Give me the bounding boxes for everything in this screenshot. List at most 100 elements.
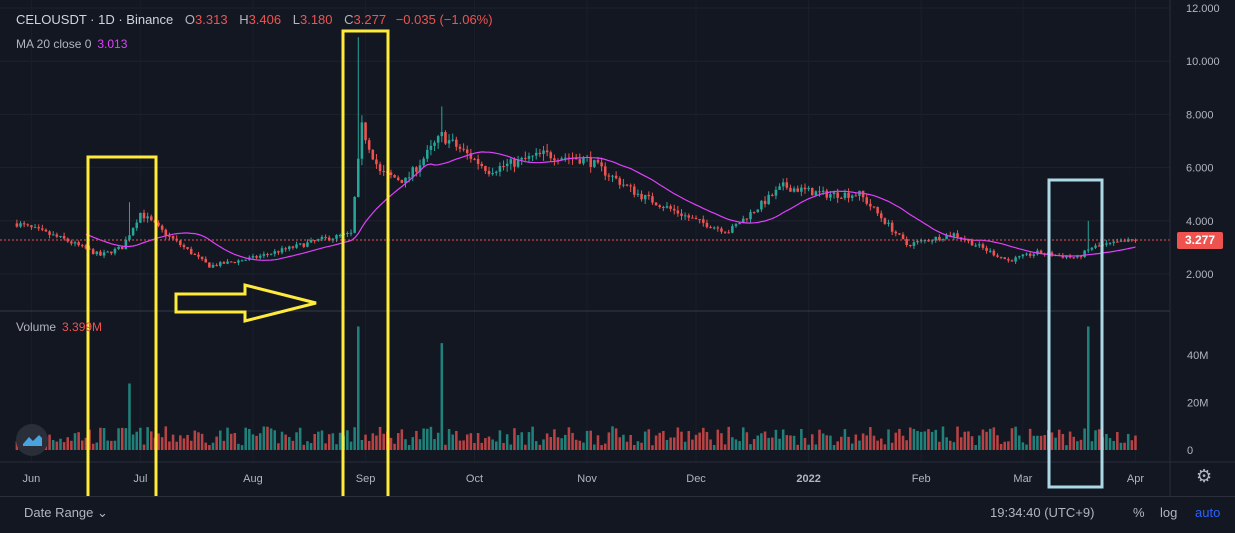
candle-body [193,254,197,256]
candle-body [1097,245,1101,247]
volume-bar [585,430,589,450]
candle-body [1105,243,1108,245]
volume-bar [70,440,73,450]
candle-body [131,228,135,236]
candle-body [658,205,661,207]
volume-bar [473,443,476,450]
volume-bar [705,431,709,450]
volume-bar [727,426,730,450]
candle-body [429,145,433,150]
candle-body [1028,253,1032,256]
volume-bar [1061,433,1065,450]
volume-bar [716,429,720,450]
price-axis-labels: 12.000 10.000 8.000 6.000 4.000 2.000 [1186,3,1220,281]
volume-bar [495,441,498,450]
candle-body [850,195,854,198]
volume-bar [927,429,930,450]
volume-bar [110,440,113,450]
volume-bar [502,442,505,450]
candle-body [564,157,567,159]
volume-bar [676,427,680,450]
candle-body [335,235,338,239]
ma-legend[interactable]: MA 20 close 0 3.013 [16,37,127,51]
volume-bar [723,444,727,450]
volume-bar [752,439,756,450]
candle-body [988,250,992,252]
volume-bar [237,443,240,450]
candle-body [458,146,462,149]
candle-body [698,219,701,221]
volume-bar [821,433,825,450]
percent-toggle[interactable]: % [1133,505,1145,520]
volume-bar [825,435,829,450]
volume-bar [462,440,465,450]
settings-gear-icon[interactable]: ⚙ [1196,466,1213,486]
candle-body [894,231,898,234]
candle-body [142,212,146,219]
volume-bar [219,430,222,450]
volume-bar [484,438,487,450]
candle-body [534,152,538,156]
volume-bar [51,440,55,450]
candle-body [433,142,436,146]
candle-body [226,261,229,264]
candle-body [404,177,407,184]
volume-bar [981,429,985,450]
volume-bar [1108,438,1112,450]
candle-body [611,175,614,177]
log-toggle[interactable]: log [1160,505,1178,520]
candle-body [229,261,233,263]
candle-body [222,262,226,264]
candle-body [353,196,356,233]
candle-body [930,240,934,242]
candle-body [1083,250,1086,258]
date-range-button[interactable]: Date Range ⌄ [24,505,108,520]
candle-body [887,222,890,224]
candle-body [495,171,498,173]
candle-body [938,236,941,241]
candle-body [785,182,789,188]
volume-bar [680,431,683,450]
clock[interactable]: 19:34:40 (UTC+9) [990,505,1095,520]
auto-toggle[interactable]: auto [1195,505,1221,520]
volume-bar [988,428,992,450]
volume-bar [999,443,1003,450]
candle-body [273,251,277,254]
volume-bar [607,432,611,450]
candle-body [1090,247,1094,250]
volume-bar [894,432,898,450]
tradingview-logo-icon[interactable] [16,424,48,456]
volume-bar [197,432,200,450]
symbol-title[interactable]: CELOUSDT · 1D · Binance [16,12,174,27]
volume-bar [128,383,131,450]
volume-bar [934,429,937,450]
volume-bar [135,431,139,450]
candle-body [309,240,313,243]
candle-body [48,231,51,235]
volume-bar [531,426,534,450]
volume-bar [415,430,418,450]
volume-bar [767,437,770,450]
volume-bar [1076,441,1079,450]
volume-bar [131,434,135,450]
annotation-box-mar [1047,178,1104,489]
candle-body [15,223,19,227]
volume-bar [1039,435,1043,450]
volume-bar [734,439,738,450]
candle-body [978,244,981,246]
volume-bar [792,435,796,450]
candle-body [157,222,160,226]
candle-body [596,160,600,163]
candle-body [1076,256,1079,258]
volume-bar [513,428,516,450]
candle-body [367,140,371,150]
volume-bar [124,428,128,450]
candle-body [37,227,40,229]
candle-body [796,188,799,192]
candle-body [1079,256,1083,258]
volume-legend[interactable]: Volume 3.399M [16,320,102,334]
candle-body [542,150,545,155]
candle-body [1014,257,1017,262]
candle-body [476,158,480,164]
